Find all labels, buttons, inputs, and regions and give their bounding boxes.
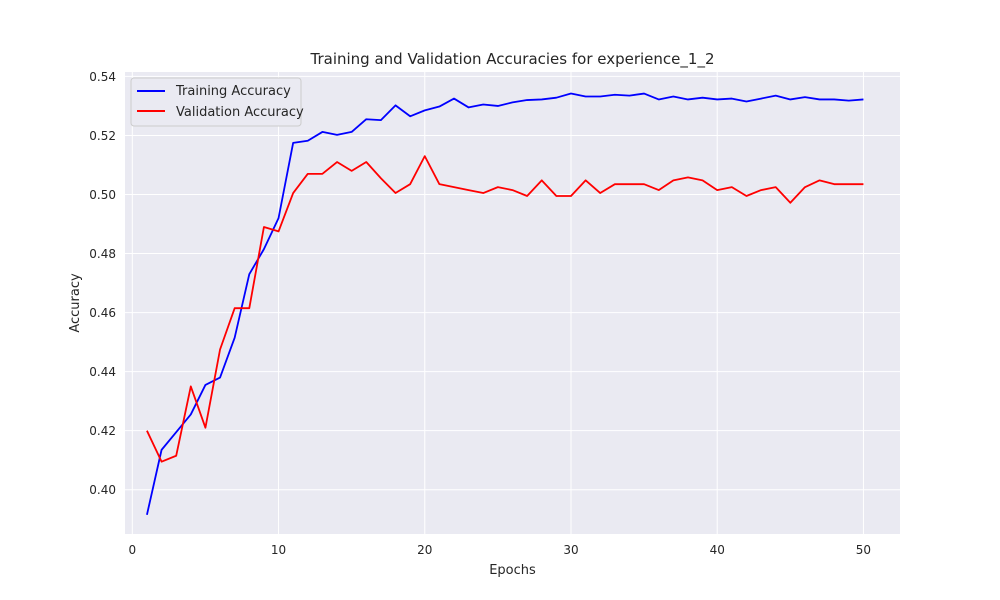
x-tick-label: 30: [563, 543, 578, 557]
y-tick-label: 0.46: [89, 306, 116, 320]
legend-label-training: Training Accuracy: [175, 84, 291, 99]
series-lines: [146, 92, 864, 516]
legend-box: [130, 77, 302, 127]
y-tick-label: 0.48: [89, 247, 116, 261]
y-tick-label: 0.44: [89, 365, 116, 379]
series-line-training: [146, 92, 864, 516]
y-tick-label: 0.42: [89, 424, 116, 438]
legend: Training Accuracy Validation Accuracy: [130, 77, 304, 127]
y-tick-label: 0.54: [89, 70, 116, 84]
series-line-validation: [146, 155, 864, 463]
y-tick-labels: 0.40 0.42 0.44 0.46 0.48 0.50 0.52 0.54: [89, 70, 116, 497]
x-tick-label: 10: [271, 543, 286, 557]
x-tick-label: 40: [710, 543, 725, 557]
y-axis-label: Accuracy: [68, 273, 83, 333]
x-tick-label: 50: [856, 543, 871, 557]
y-tick-label: 0.40: [89, 483, 116, 497]
x-axis-label: Epochs: [489, 563, 536, 578]
y-tick-label: 0.50: [89, 188, 116, 202]
chart-title: Training and Validation Accuracies for e…: [310, 50, 715, 69]
x-tick-label: 0: [128, 543, 136, 557]
x-tick-labels: 0 10 20 30 40 50: [128, 543, 871, 557]
y-tick-label: 0.52: [89, 129, 116, 143]
plot-area: [125, 72, 900, 534]
x-tick-label: 20: [417, 543, 432, 557]
grid-lines: [125, 72, 900, 534]
legend-label-validation: Validation Accuracy: [176, 105, 304, 120]
